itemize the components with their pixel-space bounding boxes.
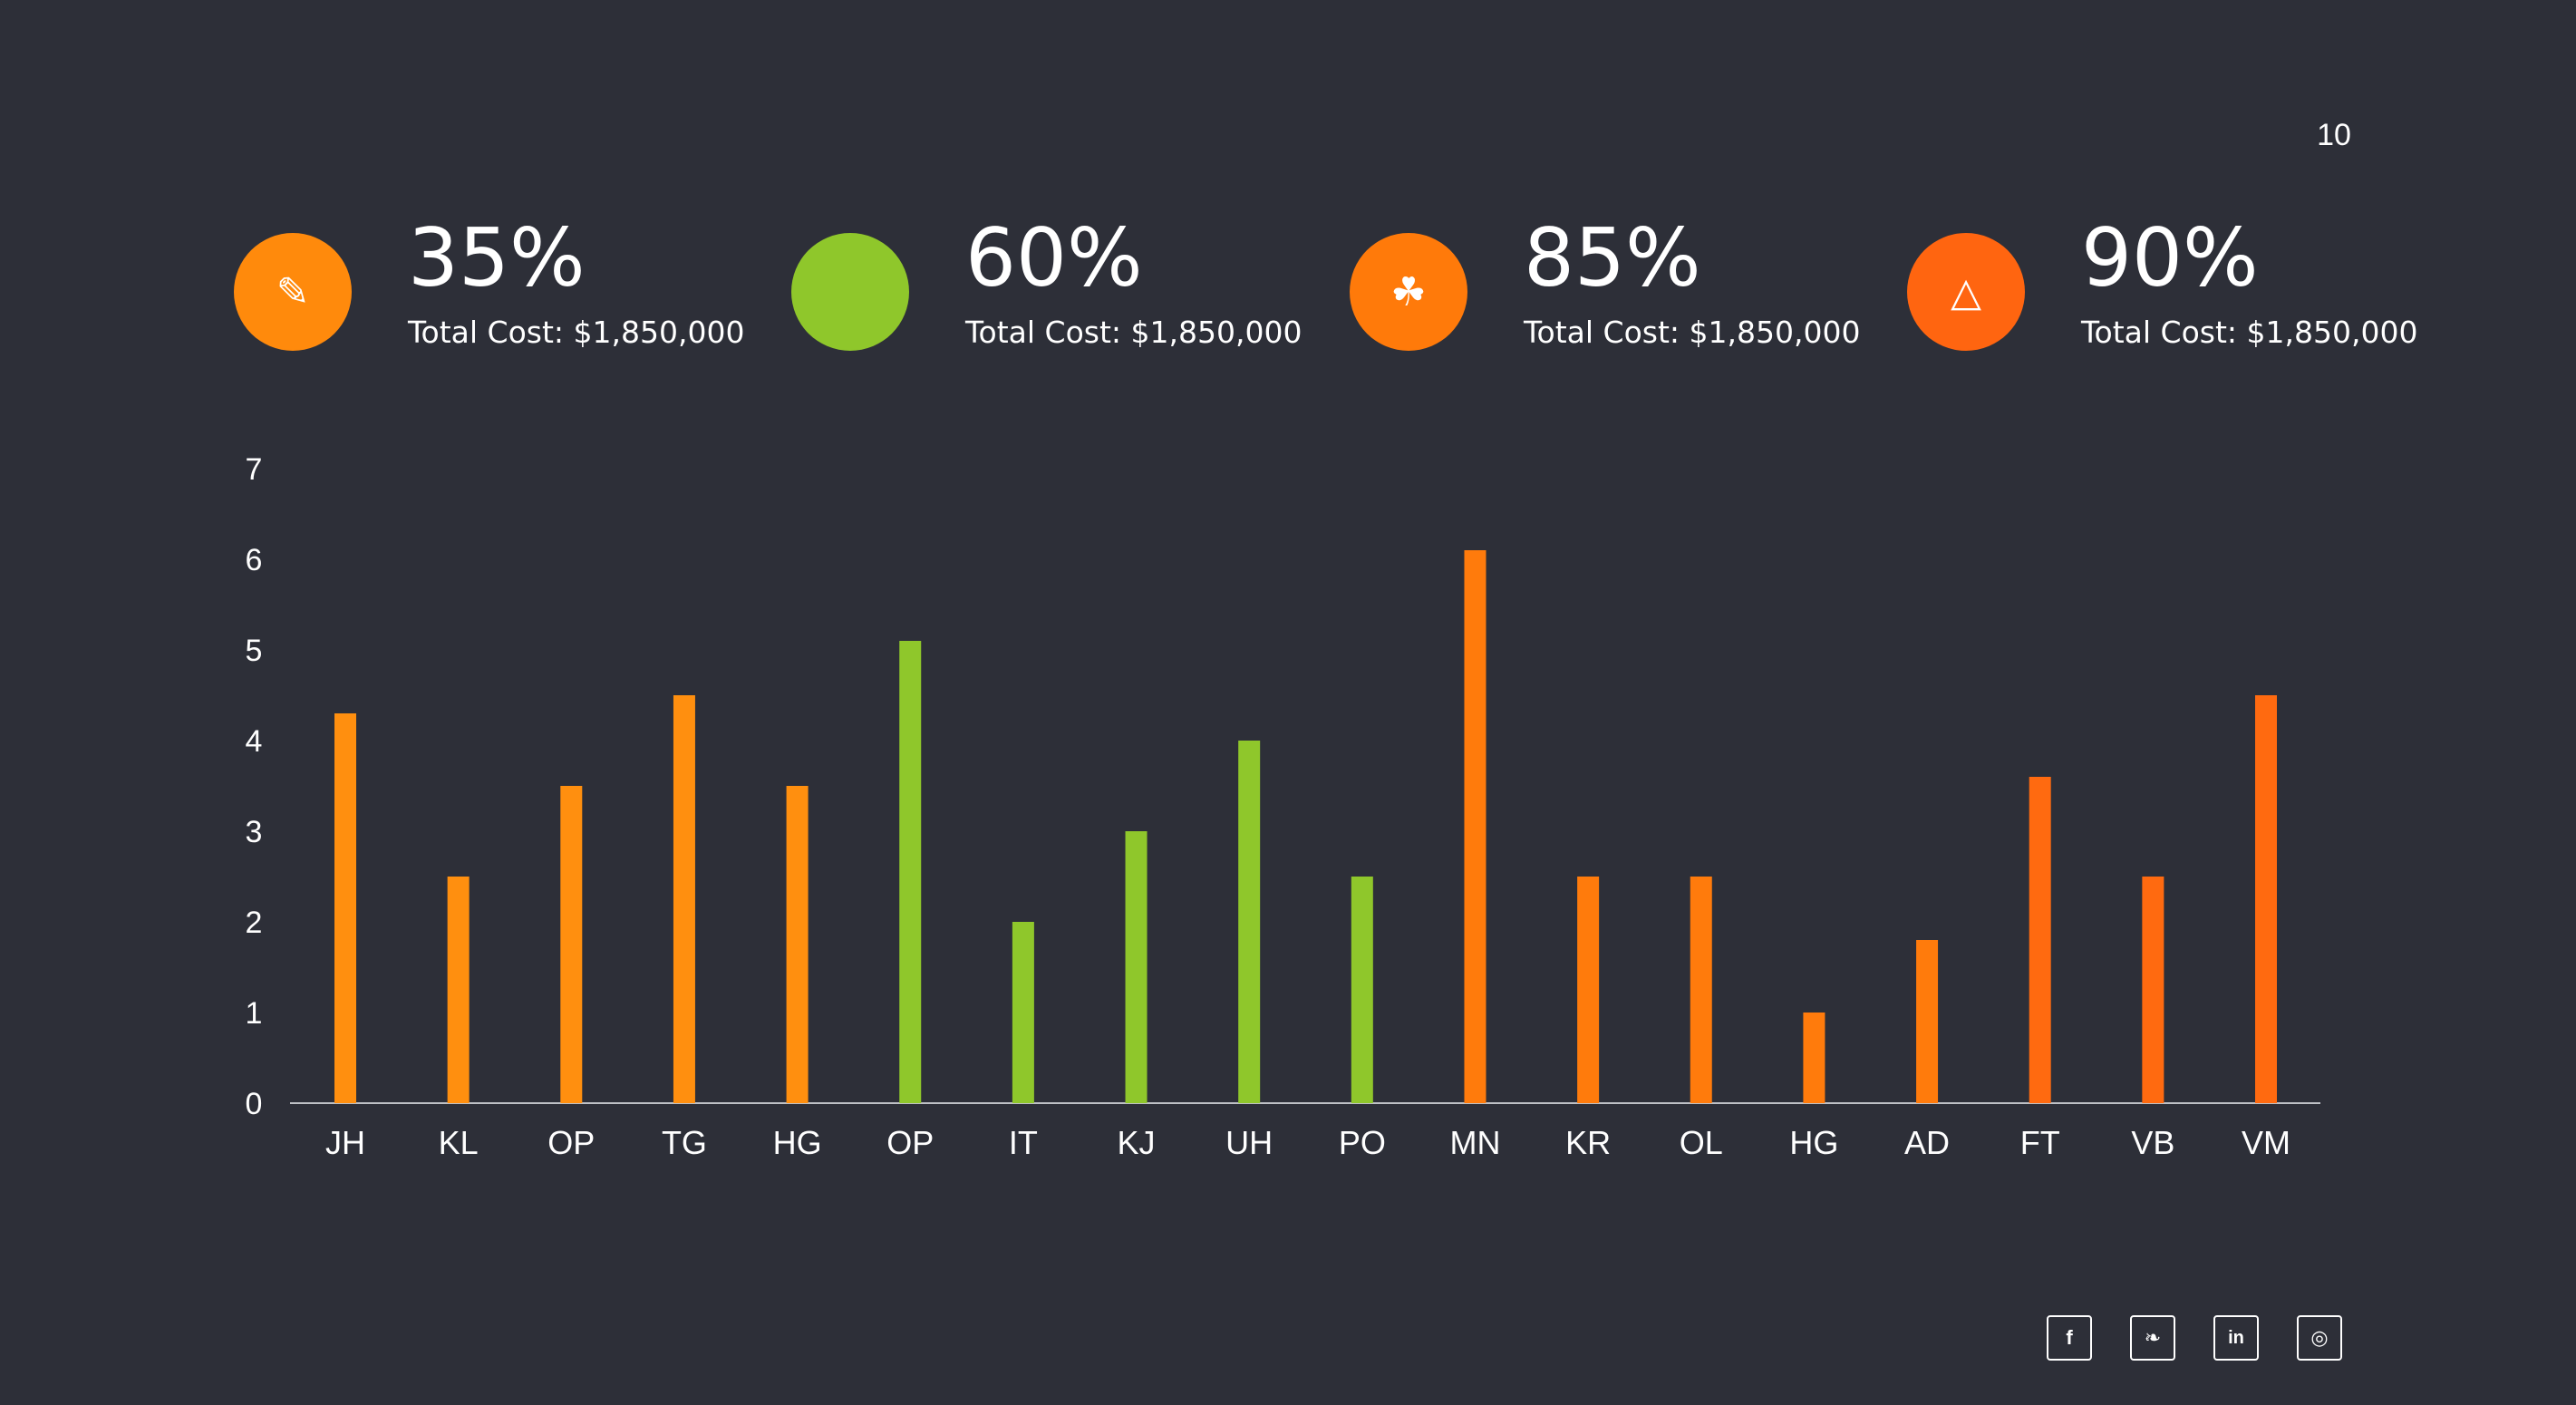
tree-icon: ☘ — [1350, 233, 1467, 351]
stat-cost: Total Cost: $1,850,000 — [2081, 315, 2418, 350]
y-tick-label: 2 — [246, 906, 263, 940]
linkedin-icon[interactable]: in — [2213, 1315, 2259, 1361]
bar-kl-1 — [447, 877, 470, 1103]
bar-jh-0 — [334, 713, 356, 1103]
x-tick-label: HG — [773, 1124, 822, 1161]
y-tick-label: 5 — [246, 634, 263, 668]
y-tick-label: 7 — [246, 452, 263, 487]
bar-po-9 — [1351, 877, 1373, 1103]
bar-hg-13 — [1803, 1013, 1825, 1103]
y-tick-label: 6 — [246, 543, 263, 577]
x-tick-label: MN — [1449, 1124, 1500, 1161]
twitter-icon[interactable]: ❧ — [2130, 1315, 2175, 1361]
x-tick-label: TG — [662, 1124, 707, 1161]
page-number: 10 — [2317, 118, 2351, 152]
x-tick-label: HG — [1789, 1124, 1838, 1161]
bar-vb-16 — [2142, 877, 2164, 1103]
bar-kj-7 — [1125, 831, 1148, 1103]
bar-op-2 — [560, 786, 583, 1103]
bar-op-5 — [899, 641, 922, 1103]
instagram-icon[interactable]: ◎ — [2297, 1315, 2342, 1361]
x-tick-label: OL — [1680, 1124, 1723, 1161]
x-axis-labels: JH KL OP TG HG OP IT KJ UH PO MN KR OL HG AD FT VB VM — [325, 1124, 2290, 1161]
x-tick-label: KJ — [1118, 1124, 1156, 1161]
x-tick-label: FT — [2020, 1124, 2060, 1161]
x-tick-label: IT — [1009, 1124, 1038, 1161]
x-tick-label: KL — [439, 1124, 479, 1161]
x-tick-label: KR — [1565, 1124, 1611, 1161]
x-tick-label: JH — [325, 1124, 365, 1161]
x-tick-label: OP — [886, 1124, 934, 1161]
pen-icon: ✎ — [234, 233, 352, 351]
bar-ft-15 — [2029, 777, 2051, 1103]
stat-cost: Total Cost: $1,850,000 — [965, 315, 1303, 350]
bar-uh-8 — [1238, 741, 1261, 1103]
y-tick-label: 3 — [246, 815, 263, 849]
stat-percent: 85% — [1524, 211, 1701, 305]
bar-kr-11 — [1577, 877, 1600, 1103]
bar-vm-17 — [2255, 695, 2277, 1103]
x-tick-label: VM — [2242, 1124, 2290, 1161]
bar-mn-10 — [1464, 550, 1487, 1103]
bar-hg-4 — [786, 786, 809, 1103]
stat-percent: 60% — [965, 211, 1143, 305]
stat-cost: Total Cost: $1,850,000 — [408, 315, 745, 350]
y-axis-labels: 0 1 2 3 4 5 6 7 — [246, 452, 263, 1121]
x-tick-label: PO — [1339, 1124, 1386, 1161]
bar-ad-14 — [1916, 940, 1939, 1103]
x-tick-label: VB — [2131, 1124, 2174, 1161]
x-tick-label: UH — [1225, 1124, 1273, 1161]
facebook-icon[interactable]: f — [2047, 1315, 2092, 1361]
y-tick-label: 4 — [246, 724, 263, 759]
triangle-icon: △ — [1907, 233, 2025, 351]
x-tick-label: AD — [1904, 1124, 1950, 1161]
stat-percent: 90% — [2081, 211, 2259, 305]
x-tick-label: OP — [547, 1124, 595, 1161]
bar-it-6 — [1012, 922, 1034, 1103]
y-tick-label: 0 — [246, 1087, 263, 1121]
stat-cost: Total Cost: $1,850,000 — [1524, 315, 1861, 350]
bars — [334, 550, 2277, 1103]
y-tick-label: 1 — [246, 996, 263, 1031]
bar-tg-3 — [673, 695, 695, 1103]
blank-icon — [791, 233, 909, 351]
stat-percent: 35% — [408, 211, 586, 305]
bar-ol-12 — [1690, 877, 1712, 1103]
